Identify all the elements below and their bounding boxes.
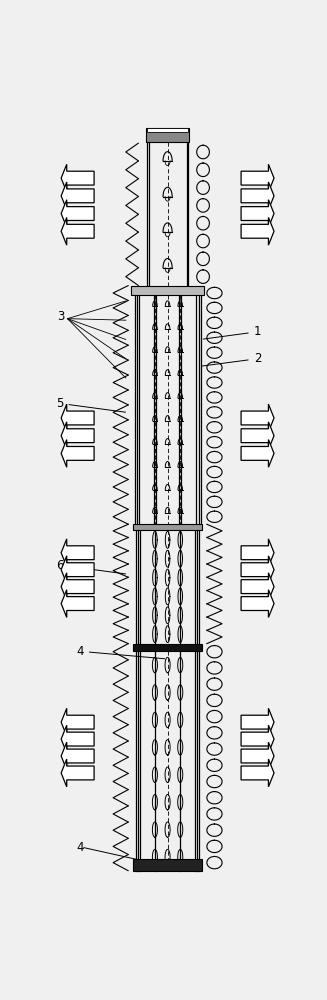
Polygon shape (61, 759, 94, 787)
Polygon shape (61, 404, 94, 432)
Text: 4: 4 (77, 645, 165, 659)
Polygon shape (61, 539, 94, 567)
Bar (133, 859, 202, 871)
Polygon shape (61, 742, 94, 770)
Polygon shape (241, 708, 274, 736)
Polygon shape (241, 217, 274, 245)
Polygon shape (241, 404, 274, 432)
Polygon shape (61, 217, 94, 245)
Text: 2: 2 (202, 352, 261, 366)
Polygon shape (241, 742, 274, 770)
Polygon shape (241, 422, 274, 450)
Polygon shape (61, 182, 94, 210)
Polygon shape (241, 590, 274, 617)
Text: 3: 3 (57, 310, 65, 323)
Polygon shape (61, 422, 94, 450)
Polygon shape (61, 440, 94, 467)
Polygon shape (61, 590, 94, 617)
Bar (133, 524, 202, 530)
Polygon shape (241, 164, 274, 192)
Polygon shape (241, 440, 274, 467)
Polygon shape (241, 759, 274, 787)
Text: 6: 6 (56, 559, 126, 574)
Polygon shape (241, 182, 274, 210)
Polygon shape (241, 556, 274, 584)
Polygon shape (241, 573, 274, 600)
Polygon shape (241, 725, 274, 753)
Bar (133, 644, 202, 651)
Bar (131, 286, 204, 295)
Bar (146, 128, 189, 142)
Polygon shape (61, 556, 94, 584)
Text: 1: 1 (203, 325, 261, 339)
Polygon shape (61, 164, 94, 192)
Bar (147, 128, 188, 132)
Polygon shape (61, 725, 94, 753)
Polygon shape (241, 539, 274, 567)
Polygon shape (241, 200, 274, 227)
Polygon shape (61, 200, 94, 227)
Text: 4: 4 (77, 841, 84, 854)
Polygon shape (61, 708, 94, 736)
Text: 5: 5 (56, 397, 126, 412)
Polygon shape (61, 573, 94, 600)
